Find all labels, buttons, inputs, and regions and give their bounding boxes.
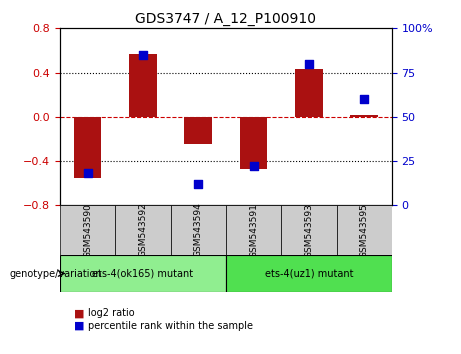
Bar xyxy=(74,117,101,178)
FancyBboxPatch shape xyxy=(226,255,392,292)
Point xyxy=(305,61,313,67)
FancyBboxPatch shape xyxy=(115,205,171,255)
Point xyxy=(361,96,368,102)
Text: log2 ratio: log2 ratio xyxy=(88,308,134,318)
Text: GSM543593: GSM543593 xyxy=(304,202,313,258)
Text: ets-4(uz1) mutant: ets-4(uz1) mutant xyxy=(265,268,353,279)
Text: genotype/variation: genotype/variation xyxy=(9,269,102,279)
FancyBboxPatch shape xyxy=(60,255,226,292)
FancyBboxPatch shape xyxy=(60,205,115,255)
Point xyxy=(250,164,257,169)
Text: GSM543591: GSM543591 xyxy=(249,202,258,258)
Text: GSM543592: GSM543592 xyxy=(138,203,148,257)
Text: ets-4(ok165) mutant: ets-4(ok165) mutant xyxy=(92,268,194,279)
Bar xyxy=(129,54,157,117)
Bar xyxy=(184,117,212,144)
Point xyxy=(139,52,147,58)
Text: GSM543590: GSM543590 xyxy=(83,202,92,258)
Text: percentile rank within the sample: percentile rank within the sample xyxy=(88,321,253,331)
Bar xyxy=(240,117,267,169)
Text: GSM543595: GSM543595 xyxy=(360,202,369,258)
Point xyxy=(195,181,202,187)
Title: GDS3747 / A_12_P100910: GDS3747 / A_12_P100910 xyxy=(136,12,316,26)
Bar xyxy=(295,69,323,117)
Text: ■: ■ xyxy=(74,321,84,331)
FancyBboxPatch shape xyxy=(226,205,281,255)
FancyBboxPatch shape xyxy=(337,205,392,255)
Text: GSM543594: GSM543594 xyxy=(194,203,203,257)
FancyBboxPatch shape xyxy=(281,205,337,255)
FancyBboxPatch shape xyxy=(171,205,226,255)
Text: ■: ■ xyxy=(74,308,84,318)
Point xyxy=(84,171,91,176)
Bar xyxy=(350,115,378,117)
